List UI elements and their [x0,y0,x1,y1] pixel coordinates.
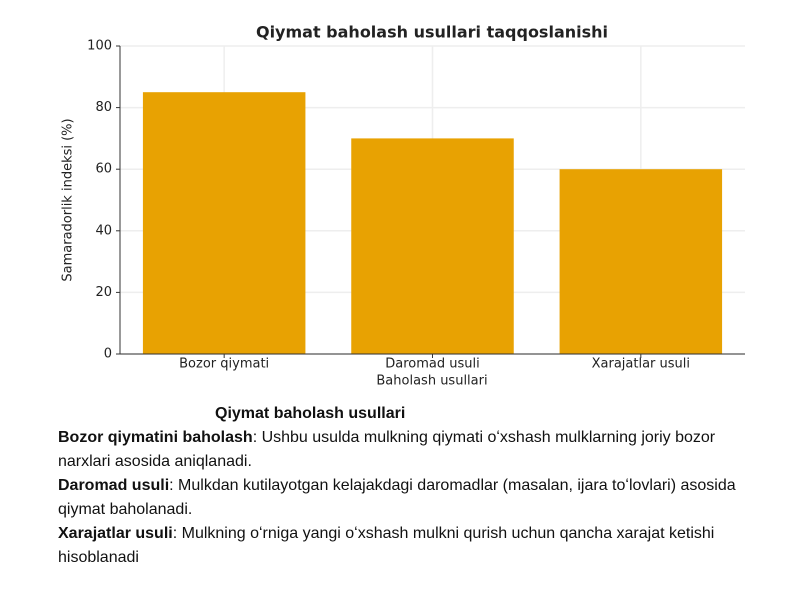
bar [559,169,723,354]
bar [142,92,306,354]
y-tick-label: 80 [95,100,112,115]
caption-item: Bozor qiymatini baholash: Ushbu usulda m… [58,426,758,474]
y-tick-label: 0 [104,347,112,362]
x-tick-label: Xarajatlar usuli [592,357,690,372]
item-term: Bozor qiymatini baholash [58,429,253,446]
item-term: Daromad usuli [58,477,170,494]
chart-title: Qiymat baholash usullari taqqoslanishi [256,23,608,42]
chart: Qiymat baholash usullari taqqoslanishi S… [61,23,745,389]
caption-items: Bozor qiymatini baholash: Ushbu usulda m… [58,426,758,570]
y-tick-label: 40 [95,223,112,238]
y-axis-label: Samaradorlik indeksi (%) [61,118,76,281]
y-tick-label: 60 [95,162,112,177]
item-text: : Mulkdan kutilayotgan kelajakdagi darom… [58,477,736,518]
y-tick-label: 100 [87,39,112,54]
y-tick-label: 20 [95,285,112,300]
bar [351,138,514,354]
caption-item: Daromad usuli: Mulkdan kutilayotgan kela… [58,474,758,522]
x-tick-label: Daromad usuli [385,357,479,372]
caption: Qiymat baholash usullari Bozor qiymatini… [58,402,758,570]
item-term: Xarajatlar usuli [58,525,173,542]
item-text: : Ushbu usulda mulkning qiymati oʻxshash… [58,429,716,470]
item-text: : Mulkning oʻrniga yangi oʻxshash mulkni… [58,525,715,566]
x-tick-label: Bozor qiymati [179,357,269,372]
caption-heading: Qiymat baholash usullari [215,405,406,422]
caption-item: Xarajatlar usuli: Mulkning oʻrniga yangi… [58,522,758,570]
x-axis-label: Baholash usullari [376,374,487,389]
